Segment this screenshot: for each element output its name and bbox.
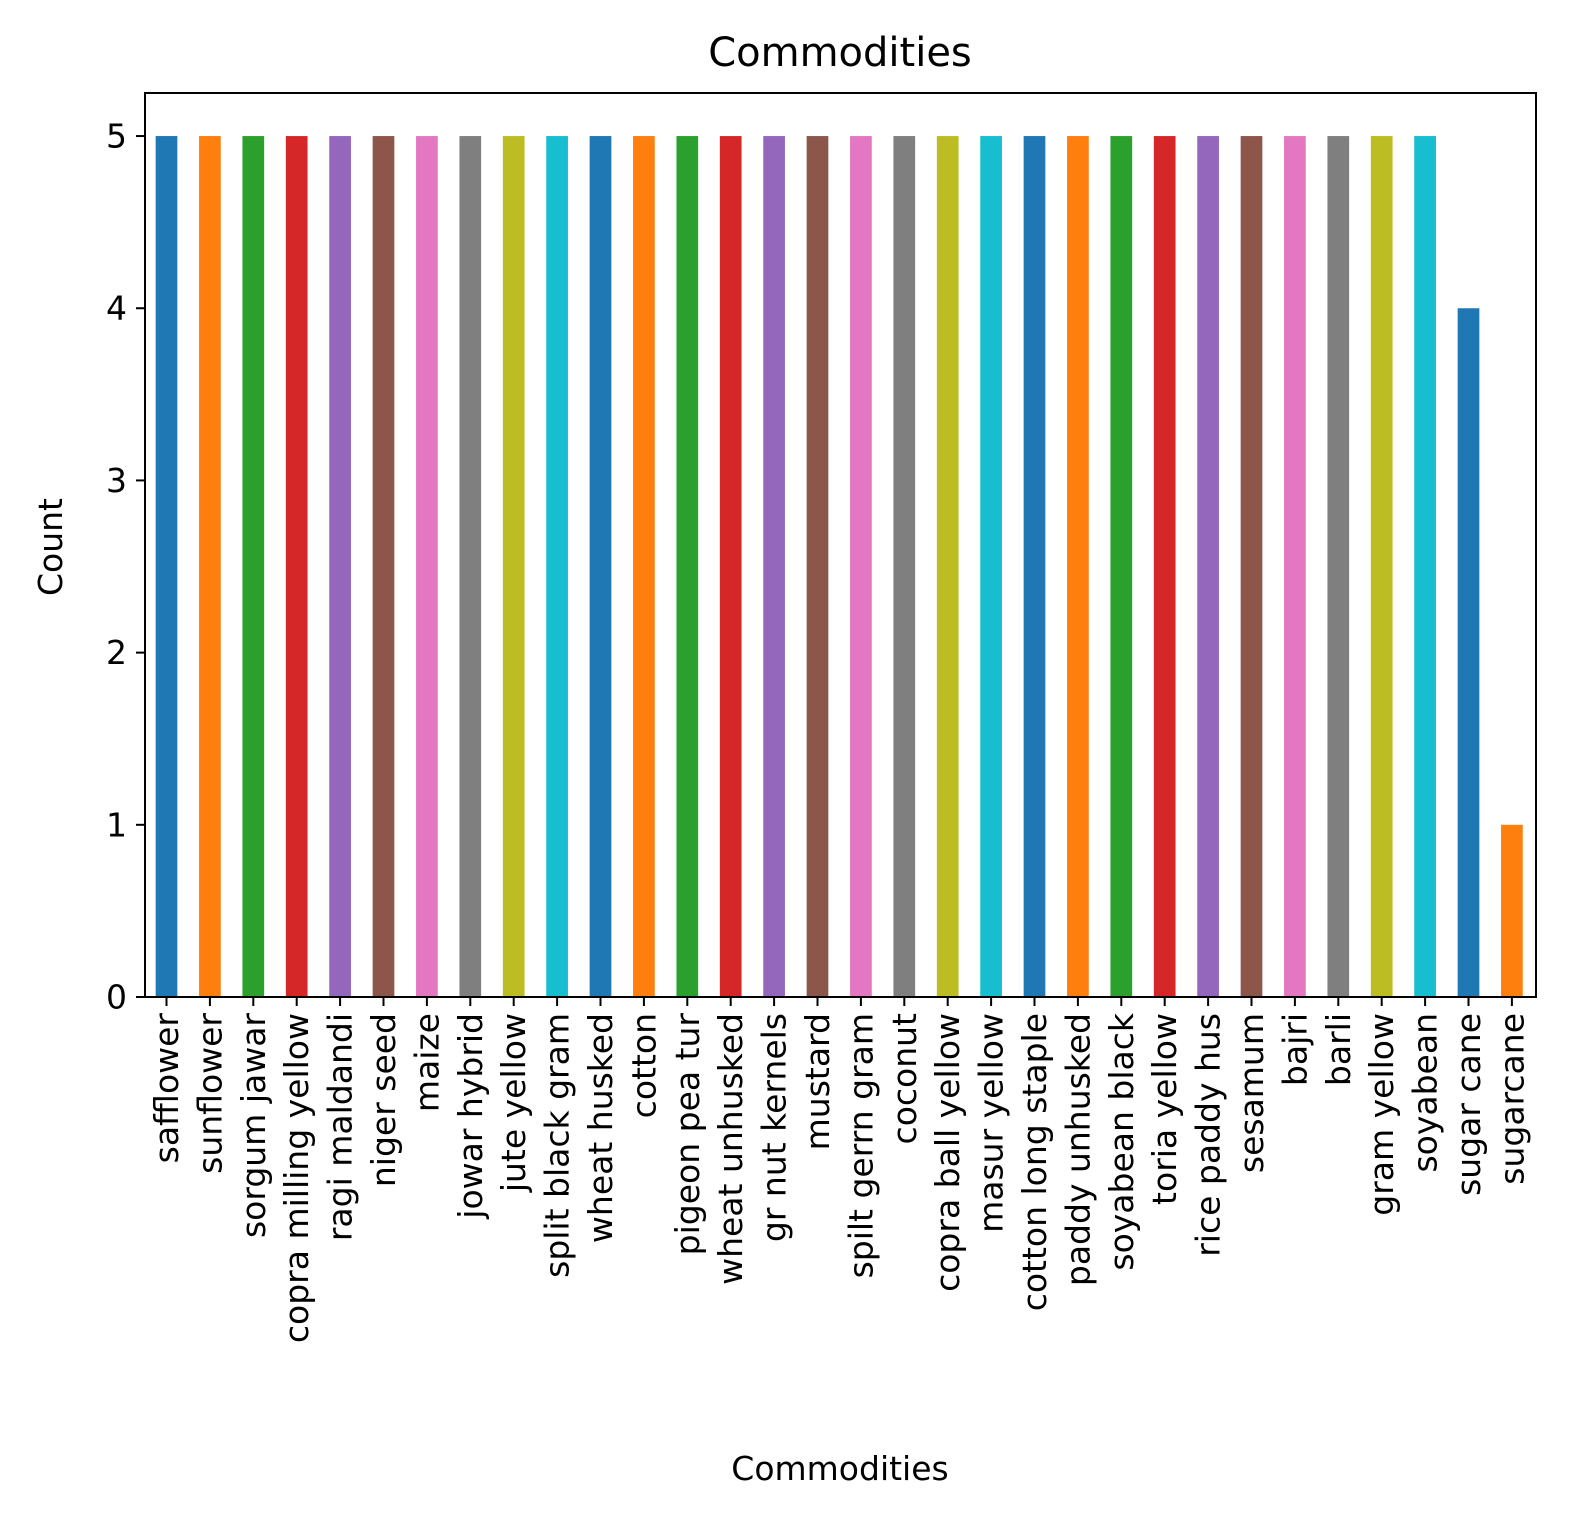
bar-sorgum-jawar xyxy=(242,136,265,998)
x-tick-label: copra ball yellow xyxy=(928,1013,967,1292)
bar-gram-yellow xyxy=(1370,136,1393,998)
x-tick-label: soyabean xyxy=(1406,1013,1445,1173)
x-tick-label: ragi maldandi xyxy=(321,1013,360,1241)
x-tick-label: wheat unhusked xyxy=(711,1013,750,1285)
bar-sunflower xyxy=(199,136,221,998)
x-tick-label: sugarcane xyxy=(1492,1013,1531,1185)
bar-barli xyxy=(1327,136,1350,998)
x-tick-label: niger seed xyxy=(364,1013,403,1187)
bar-split-black-gram xyxy=(546,136,568,998)
x-tick-label: jowar hybrid xyxy=(451,1013,490,1220)
bar-sesamum xyxy=(1240,136,1263,998)
y-axis-label: Count xyxy=(31,498,70,596)
bar-soyabean xyxy=(1414,136,1436,998)
bar-jowar-hybrid xyxy=(459,136,482,998)
bar-niger-seed xyxy=(372,136,395,998)
bar-wheat-unhusked xyxy=(719,136,742,998)
x-tick-label: coconut xyxy=(885,1013,924,1144)
bar-wheat-husked xyxy=(589,136,612,998)
plot-frame xyxy=(144,92,1537,998)
x-tick-label: sorgum jawar xyxy=(234,1013,273,1238)
x-tick-label: sunflower xyxy=(190,1013,229,1174)
bar-pigeon-pea-tur xyxy=(676,136,699,998)
x-tick-label: spilt gerrn gram xyxy=(841,1013,880,1278)
chart-title: Commodities xyxy=(708,30,972,76)
x-axis-label: Commodities xyxy=(731,1449,948,1488)
bar-coconut xyxy=(893,136,916,998)
bar-safflower xyxy=(155,136,178,998)
bar-bajri xyxy=(1284,136,1306,998)
bars-group xyxy=(155,136,1523,998)
x-tick-label: cotton xyxy=(624,1013,663,1118)
x-tick-label: masur yellow xyxy=(972,1013,1011,1233)
y-tick-label: 3 xyxy=(106,461,127,500)
bar-jute-yellow xyxy=(502,136,525,998)
bar-soyabean-black xyxy=(1110,136,1133,998)
x-tick-label: soyabean black xyxy=(1102,1012,1141,1270)
x-tick-label: paddy unhusked xyxy=(1058,1013,1097,1286)
x-tick-label: toria yellow xyxy=(1145,1013,1184,1205)
x-tick-label: maize xyxy=(407,1013,446,1112)
y-tick-label: 5 xyxy=(106,117,127,156)
bar-paddy-unhusked xyxy=(1067,136,1089,998)
bar-copra-milling-yellow xyxy=(285,136,308,998)
bar-gr-nut-kernels xyxy=(763,136,785,998)
y-axis: 0 1 2 3 4 5 xyxy=(106,117,145,1017)
bar-ragi-maldandi xyxy=(329,136,351,998)
x-tick-label: sesamum xyxy=(1232,1013,1271,1173)
bar-toria-yellow xyxy=(1153,136,1176,998)
y-tick-label: 4 xyxy=(106,289,127,328)
x-tick-label: pigeon pea tur xyxy=(668,1013,707,1256)
bar-copra-ball-yellow xyxy=(936,136,959,998)
x-tick-label: split black gram xyxy=(538,1013,577,1278)
bar-masur-yellow xyxy=(980,136,1002,998)
x-axis: safflower sunflower sorgum jawar copra mill… xyxy=(147,997,1531,1343)
bar-spilt-gerrn-gram xyxy=(850,136,872,998)
x-tick-label: wheat husked xyxy=(581,1013,620,1243)
x-tick-label: rice paddy hus xyxy=(1189,1013,1228,1257)
x-tick-label: cotton long staple xyxy=(1015,1013,1054,1311)
bar-cotton xyxy=(633,136,655,998)
x-tick-label: gram yellow xyxy=(1362,1013,1401,1216)
x-tick-label: bajri xyxy=(1275,1013,1314,1086)
x-tick-label: sugar cane xyxy=(1449,1013,1488,1196)
x-tick-label: gr nut kernels xyxy=(755,1013,794,1242)
y-tick-label: 1 xyxy=(106,805,127,844)
x-tick-label: safflower xyxy=(147,1013,186,1164)
y-tick-label: 2 xyxy=(106,633,127,672)
x-tick-label: barli xyxy=(1319,1013,1358,1086)
x-tick-label: jute yellow xyxy=(494,1013,533,1193)
bar-maize xyxy=(416,136,438,998)
bar-sugarcane xyxy=(1501,824,1523,997)
y-tick-label: 0 xyxy=(106,978,127,1017)
bar-rice-paddy-hus xyxy=(1197,136,1219,998)
bar-cotton-long-staple xyxy=(1023,136,1046,998)
bar-sugar-cane xyxy=(1457,308,1480,997)
x-tick-label: copra milling yellow xyxy=(277,1013,316,1343)
x-tick-label: mustard xyxy=(798,1013,837,1150)
bar-mustard xyxy=(806,136,829,998)
